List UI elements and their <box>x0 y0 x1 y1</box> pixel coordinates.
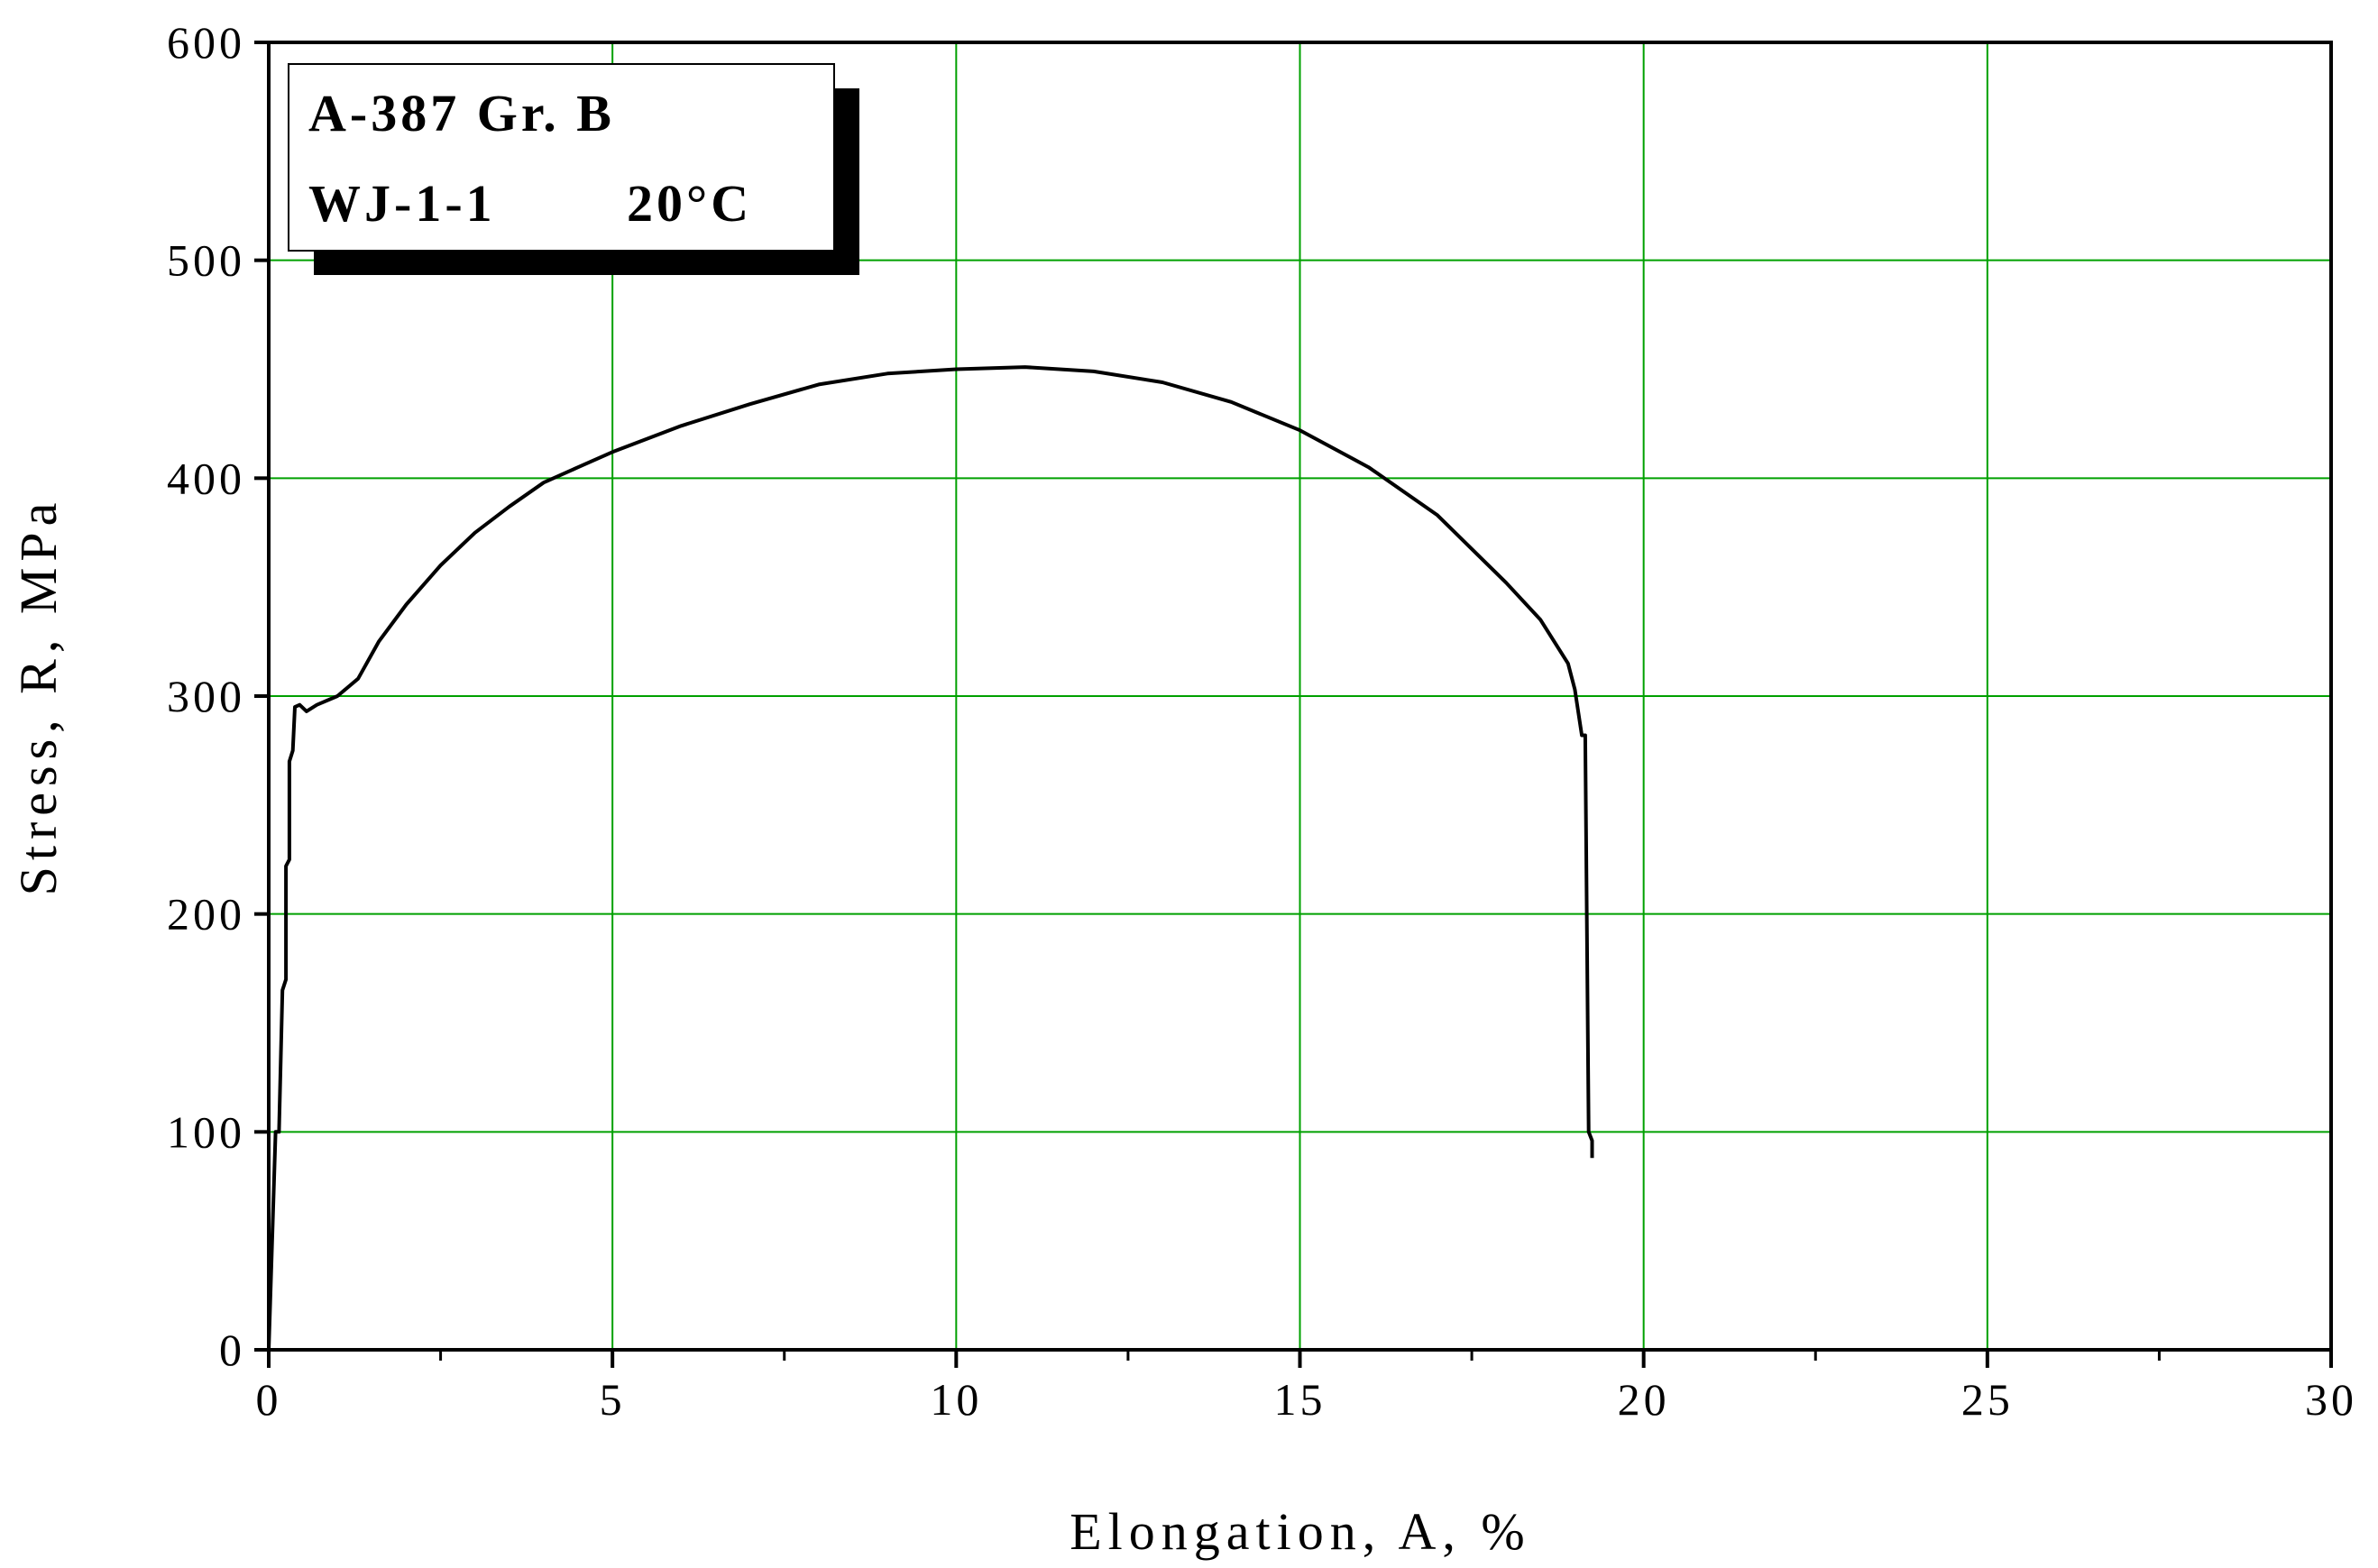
curve <box>267 365 1594 1351</box>
annotation: WJ-1-1 <box>308 174 496 233</box>
x-tick-label: 25 <box>1961 1374 2014 1425</box>
x-tick-label: 0 <box>256 1374 282 1425</box>
x-tick-label: 15 <box>1274 1374 1327 1425</box>
annotation-box <box>288 63 835 252</box>
annotation: 20°C <box>627 174 752 233</box>
x-tick-label: 20 <box>1618 1374 1670 1425</box>
x-axis-label: Elongation, A, % <box>1070 1502 1531 1561</box>
x-tick-label: 10 <box>930 1374 982 1425</box>
x-tick-label: 5 <box>600 1374 626 1425</box>
y-tick-label: 600 <box>167 17 245 68</box>
y-tick-label: 500 <box>167 235 245 286</box>
y-tick-label: 300 <box>167 671 245 721</box>
y-tick-label: 200 <box>167 889 245 940</box>
x-tick-label: 30 <box>2305 1374 2357 1425</box>
y-tick-label: 400 <box>167 453 245 503</box>
y-tick-label: 100 <box>167 1106 245 1157</box>
y-tick-label: 0 <box>219 1325 245 1375</box>
y-axis-label: Stress, R, MPa <box>9 497 68 896</box>
annotation: A-387 Gr. B <box>308 84 615 142</box>
